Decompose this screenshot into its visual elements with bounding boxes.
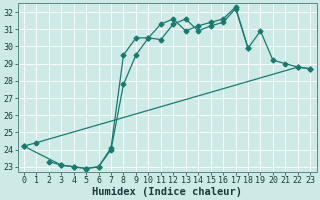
X-axis label: Humidex (Indice chaleur): Humidex (Indice chaleur) xyxy=(92,186,242,197)
